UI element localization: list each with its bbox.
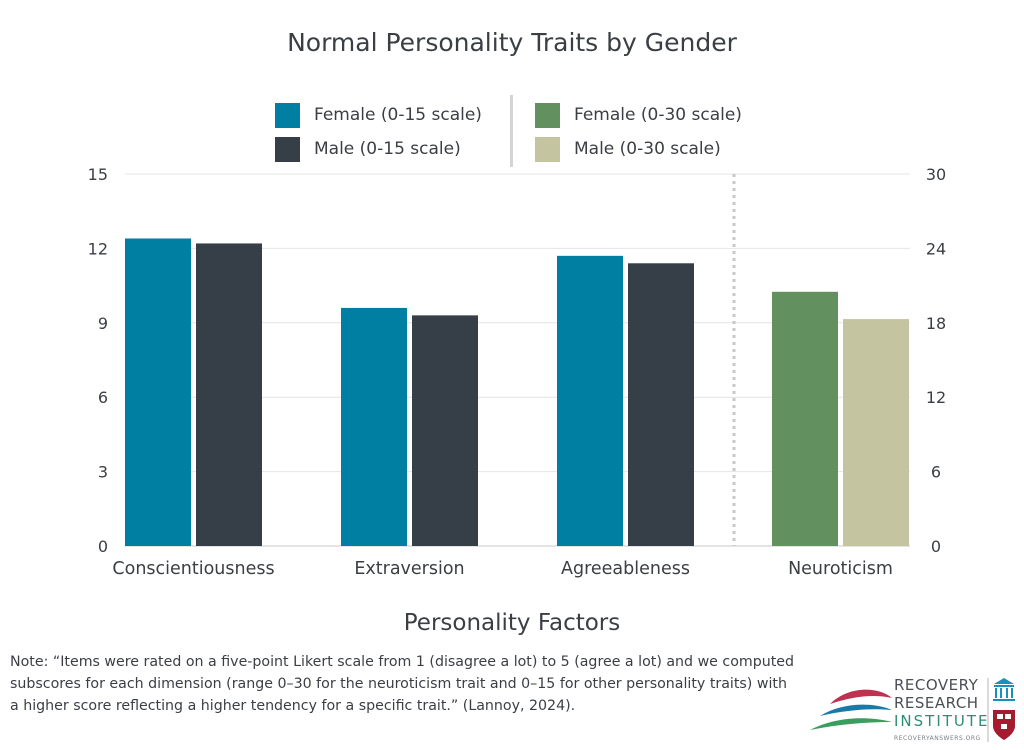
legend-right: Female (0-30 scale) Male (0-30 scale) <box>535 98 742 166</box>
bar <box>196 243 262 546</box>
legend-item-female-30: Female (0-30 scale) <box>535 98 742 132</box>
chart-note: Note: “Items were rated on a five-point … <box>10 654 795 714</box>
y-tick-label-right: 30 <box>926 165 946 184</box>
logo-line-3: INSTITUTE <box>894 712 990 730</box>
logo-swoosh-green-icon <box>810 718 892 730</box>
bar <box>843 319 909 546</box>
legend-divider <box>510 95 513 167</box>
y-tick-label-left: 6 <box>98 388 108 407</box>
legend-item-male-15: Male (0-15 scale) <box>275 132 482 166</box>
legend-label-male-30: Male (0-30 scale) <box>574 139 721 159</box>
recovery-research-institute-logo: RECOVERY RESEARCH INSTITUTE RECOVERYANSW… <box>808 672 1024 750</box>
y-tick-label-left: 3 <box>98 463 108 482</box>
x-tick-label: Agreeableness <box>561 559 690 579</box>
bar <box>341 307 407 546</box>
y-tick-label-left: 12 <box>88 239 108 258</box>
y-tick-label-right: 24 <box>926 239 946 258</box>
building-icon <box>993 678 1015 701</box>
legend-item-female-15: Female (0-15 scale) <box>275 98 482 132</box>
bar <box>125 238 191 547</box>
legend-left: Female (0-15 scale) Male (0-15 scale) <box>275 98 482 166</box>
x-tick-label: Conscientiousness <box>112 559 274 579</box>
legend-label-female-15: Female (0-15 scale) <box>314 105 482 125</box>
legend-swatch-male-15 <box>275 136 300 162</box>
chart-title: Normal Personality Traits by Gender <box>287 28 737 57</box>
y-tick-label-right: 12 <box>926 388 946 407</box>
legend-item-male-30: Male (0-30 scale) <box>535 132 742 166</box>
x-tick-label: Extraversion <box>354 559 464 579</box>
y-tick-label-right: 18 <box>926 314 946 333</box>
logo-swoosh-red-icon <box>830 689 892 704</box>
logo-wordmark: RECOVERY RESEARCH INSTITUTE <box>894 676 990 730</box>
y-tick-label-right: 6 <box>931 463 941 482</box>
bar <box>772 291 838 546</box>
legend-swatch-female-15 <box>275 102 300 128</box>
logo-line-1: RECOVERY <box>894 676 979 694</box>
x-axis-title: Personality Factors <box>403 610 621 636</box>
chart-plot: 0 3 6 9 12 15 0 6 12 18 24 30 Conscientiousness Extra… <box>88 165 947 579</box>
shield-icon <box>993 710 1015 740</box>
x-tick-label: Neuroticism <box>788 559 893 579</box>
y-tick-label-left: 0 <box>98 537 108 556</box>
bar <box>412 315 478 546</box>
logo-url: RECOVERYANSWERS.ORG <box>894 735 981 742</box>
y-tick-label-left: 15 <box>88 165 108 184</box>
logo-graphic <box>810 678 1015 742</box>
legend-swatch-male-30 <box>535 136 560 162</box>
legend-label-female-30: Female (0-30 scale) <box>574 105 742 125</box>
bar <box>557 255 623 546</box>
logo-line-2: RESEARCH <box>894 694 979 712</box>
legend-swatch-female-30 <box>535 102 560 128</box>
logo-swoosh-blue-icon <box>820 704 892 716</box>
y-tick-label-right: 0 <box>931 537 941 556</box>
bar <box>628 263 694 546</box>
legend-label-male-15: Male (0-15 scale) <box>314 139 461 159</box>
y-tick-label-left: 9 <box>98 314 108 333</box>
